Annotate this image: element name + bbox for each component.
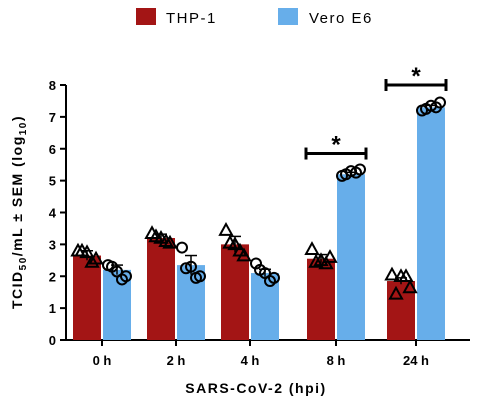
point-circle [180, 262, 192, 275]
point-circle [176, 241, 188, 254]
point-triangle [227, 236, 243, 251]
point-circle [254, 263, 266, 276]
data-points [70, 96, 446, 300]
y-tick-label: 1 [49, 301, 56, 316]
y-tick-label: 5 [49, 174, 56, 189]
point-triangle [218, 221, 234, 236]
axes: 0 1 2 3 4 5 6 7 8 0 h 2 h 4 h 8 h 24 h [49, 78, 470, 368]
x-tick-label: 2 h [167, 353, 186, 368]
point-triangle [232, 242, 248, 257]
x-axis-title: SARS-CoV-2 (hpi) [185, 380, 326, 396]
bar-thp1 [387, 281, 415, 340]
legend-label-vero: Vero E6 [309, 10, 373, 27]
y-tick-label: 0 [49, 333, 56, 348]
point-triangle [162, 234, 178, 249]
point-circle [264, 275, 276, 288]
y-axis-title: TCID50/mL ± SEM (log10) [9, 115, 29, 309]
bars [73, 104, 445, 340]
y-tick-label: 6 [49, 142, 56, 157]
point-circle [116, 273, 128, 286]
point-triangle [322, 249, 338, 263]
x-tick-label: 4 h [241, 353, 260, 368]
point-triangle [304, 241, 320, 255]
point-triangle [84, 253, 100, 268]
bar-thp1 [73, 255, 101, 340]
significance-annotations: ** [304, 63, 448, 160]
point-triangle [398, 268, 414, 283]
y-tick-label: 3 [49, 237, 56, 252]
point-circle [106, 260, 118, 273]
bar-vero [337, 174, 365, 340]
x-tick-label: 8 h [327, 353, 346, 368]
y-tick-label: 7 [49, 110, 56, 125]
bar-vero [417, 107, 445, 340]
point-triangle [388, 285, 404, 300]
x-tick-label: 24 h [403, 353, 429, 368]
legend: THP-1 Vero E6 [136, 8, 373, 27]
point-triangle [79, 244, 95, 259]
bar-thp1 [221, 244, 249, 340]
point-circle [190, 271, 202, 284]
significance-star: * [411, 63, 421, 90]
y-tick-label: 8 [49, 78, 56, 93]
bar-thp1 [307, 258, 335, 340]
point-triangle [308, 253, 324, 268]
point-triangle [74, 242, 90, 257]
legend-swatch-vero [278, 8, 298, 25]
y-tick-label: 4 [49, 206, 57, 221]
point-triangle [158, 233, 174, 247]
significance-star: * [331, 132, 341, 159]
legend-swatch-thp1 [136, 8, 156, 25]
bar-thp1 [147, 238, 175, 340]
point-triangle [402, 279, 418, 294]
point-triangle [318, 255, 334, 270]
point-circle [350, 166, 362, 179]
x-tick-label: 0 h [93, 353, 112, 368]
legend-label-thp1: THP-1 [166, 10, 217, 27]
point-triangle [222, 234, 238, 249]
y-tick-label: 2 [49, 269, 56, 284]
point-circle [430, 101, 442, 114]
point-triangle [148, 228, 164, 243]
point-triangle [384, 266, 400, 281]
point-circle [185, 260, 197, 273]
